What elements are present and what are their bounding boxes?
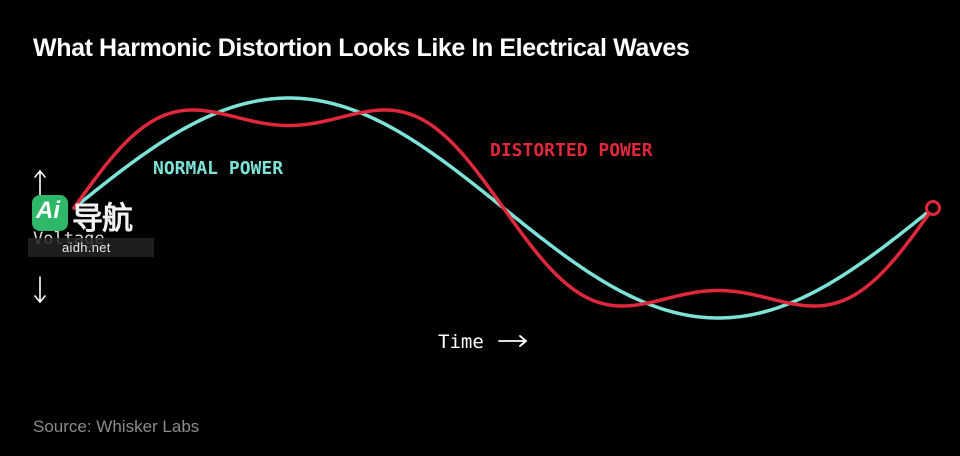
series-label-normal-power: NORMAL POWER <box>153 158 283 179</box>
x-axis-right-arrow <box>498 335 528 347</box>
series-label-distorted-power: DISTORTED POWER <box>490 140 653 161</box>
series-line-distorted-power <box>72 108 935 308</box>
watermark-url: aidh.net <box>62 240 111 255</box>
watermark-url-background <box>28 238 154 257</box>
chart-title: What Harmonic Distortion Looks Like In E… <box>33 34 690 62</box>
y-axis-down-arrow <box>34 276 46 304</box>
series-end-marker <box>925 200 941 216</box>
y-axis-up-arrow <box>34 169 46 196</box>
x-axis-label: Time <box>438 331 484 353</box>
watermark-logo-text: Ai <box>36 197 60 224</box>
source-note: Source: Whisker Labs <box>33 417 200 436</box>
watermark-logo-badge <box>32 195 68 231</box>
watermark-chinese-text: 导航 <box>72 201 133 236</box>
